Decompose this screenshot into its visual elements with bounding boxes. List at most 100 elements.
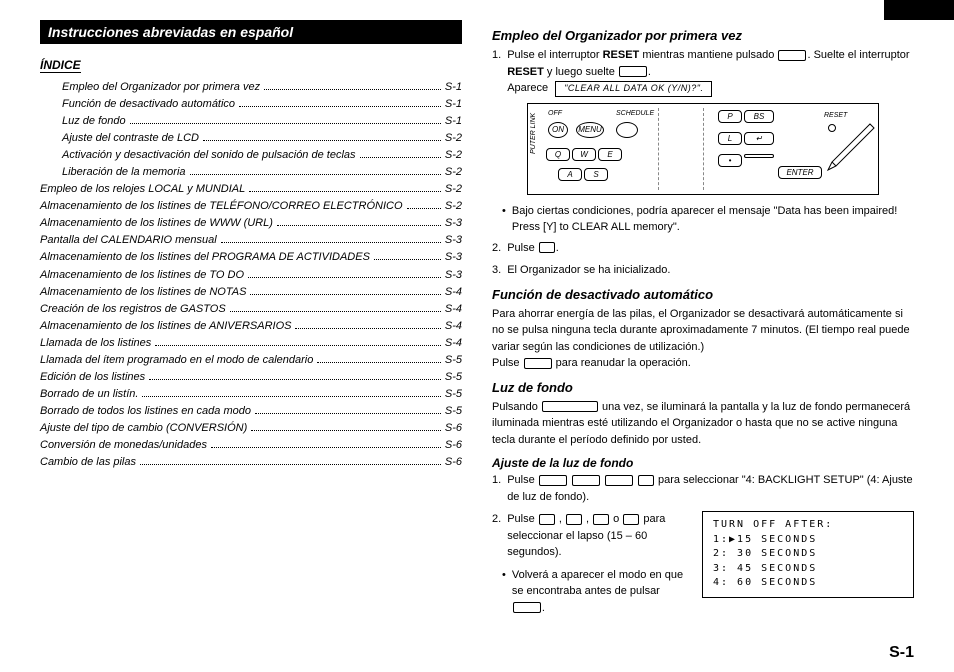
- key-icon: [539, 514, 555, 525]
- step-number: 1.: [492, 47, 501, 97]
- toc-page: S-4: [445, 284, 462, 301]
- toc-dots: [230, 302, 441, 312]
- toc-row: Función de desactivado automático S-1: [40, 96, 462, 113]
- a-key: A: [558, 168, 582, 181]
- text: . Suelte el interruptor: [807, 49, 909, 61]
- toc-page: S-5: [445, 369, 462, 386]
- toc-label: Almacenamiento de los listines de WWW (U…: [40, 215, 273, 232]
- toc-label: Borrado de todos los listines en cada mo…: [40, 403, 251, 420]
- section2-heading: Función de desactivado automático: [492, 287, 914, 302]
- step-body: El Organizador se ha inicializado.: [507, 262, 914, 279]
- toc-dots: [203, 131, 441, 141]
- device-diagram: OFF ON MENU SCHEDULE Q W E A S PUTER LIN…: [527, 103, 879, 195]
- toc-page: S-2: [445, 147, 462, 164]
- text: Pulse: [507, 242, 538, 254]
- key-icon: [566, 514, 582, 525]
- adjust-block: 1. Pulse para seleccionar "4: BACKLIGHT …: [492, 472, 914, 620]
- toc-page: S-2: [445, 130, 462, 147]
- screen-line: 2: 30 SECONDS: [713, 547, 903, 562]
- toc-row: Edición de los listinesS-5: [40, 369, 462, 386]
- step-body: Pulse para seleccionar "4: BACKLIGHT SET…: [507, 472, 914, 505]
- toc-label: Empleo de los relojes LOCAL y MUNDIAL: [40, 181, 245, 198]
- toc-dots: [149, 370, 441, 380]
- toc-row: Luz de fondo S-1: [40, 113, 462, 130]
- banner-title: Instrucciones abreviadas en español: [40, 20, 462, 44]
- text: mientras mantiene pulsado: [639, 49, 777, 61]
- toc-row: Almacenamiento de los listines del PROGR…: [40, 249, 462, 266]
- toc-dots: [239, 97, 441, 107]
- section3-heading: Luz de fondo: [492, 380, 914, 395]
- toc-label: Luz de fondo: [62, 113, 126, 130]
- step-body: Pulse el interruptor RESET mientras mant…: [507, 47, 914, 97]
- toc-page: S-6: [445, 420, 462, 437]
- text: Volverá a aparecer el modo en que se enc…: [512, 567, 692, 617]
- corner-block: [884, 0, 954, 20]
- toc-page: S-1: [445, 96, 462, 113]
- toc-page: S-4: [445, 318, 462, 335]
- toc-page: S-1: [445, 113, 462, 130]
- subheading: Ajuste de la luz de fondo: [492, 456, 914, 470]
- right-column: Empleo del Organizador por primera vez 1…: [492, 20, 914, 620]
- toc-row: Llamada de los listinesS-4: [40, 335, 462, 352]
- on-key: ON: [548, 122, 568, 138]
- toc-row: Empleo del Organizador por primera vezS-…: [40, 79, 462, 96]
- reset-label: RESET: [507, 66, 544, 78]
- step-number: 1.: [492, 472, 501, 505]
- toc-row: Almacenamiento de los listines de WWW (U…: [40, 215, 462, 232]
- toc-page: S-6: [445, 454, 462, 471]
- toc-row: Ajuste del tipo de cambio (CONVERSIÓN)S-…: [40, 420, 462, 437]
- text: Pulse: [492, 357, 523, 369]
- toc-row: Conversión de monedas/unidadesS-6: [40, 437, 462, 454]
- key-icon: [513, 602, 541, 613]
- toc-page: S-2: [445, 198, 462, 215]
- toc-page: S-4: [445, 301, 462, 318]
- step-number: 2.: [492, 511, 501, 561]
- toc-page: S-3: [445, 249, 462, 266]
- toc-label: Llamada del ítem programado en el modo d…: [40, 352, 313, 369]
- text: Pulse: [507, 513, 538, 525]
- e-key: E: [598, 148, 622, 161]
- key-icon: [605, 475, 633, 486]
- key-icon: [619, 66, 647, 77]
- step-number: 3.: [492, 262, 501, 279]
- toc-dots: [248, 268, 441, 278]
- toc-page: S-2: [445, 164, 462, 181]
- toc-dots: [140, 455, 441, 465]
- toc-label: Liberación de la memoria: [62, 164, 186, 181]
- key-icon: [623, 514, 639, 525]
- toc-row: Llamada del ítem programado en el modo d…: [40, 352, 462, 369]
- key-icon: [524, 358, 552, 369]
- toc-dots: [190, 165, 441, 175]
- toc-dots: [251, 421, 441, 431]
- step-2: 2. Pulse .: [492, 240, 914, 257]
- toc-label: Función de desactivado automático: [62, 96, 235, 113]
- step-number: 2.: [492, 240, 501, 257]
- key-icon: [572, 475, 600, 486]
- toc-row: Almacenamiento de los listines de ANIVER…: [40, 318, 462, 335]
- step-body: Pulse , , o para seleccionar el lapso (1…: [507, 511, 692, 561]
- enter-key: ENTER: [778, 166, 822, 179]
- menu-key: MENU: [576, 122, 604, 138]
- screen-line: TURN OFF AFTER:: [713, 518, 903, 533]
- toc-row: Borrado de un listín.S-5: [40, 386, 462, 403]
- lcd-screen: TURN OFF AFTER: 1:▶15 SECONDS 2: 30 SECO…: [702, 511, 914, 598]
- page: Instrucciones abreviadas en español ÍNDI…: [0, 0, 954, 630]
- toc-label: Almacenamiento de los listines del PROGR…: [40, 249, 370, 266]
- toc-dots: [374, 251, 441, 261]
- note-bullet: Bajo ciertas condiciones, podría aparece…: [502, 203, 914, 236]
- page-number: S-1: [889, 644, 914, 662]
- toc-dots: [360, 148, 441, 158]
- toc-page: S-5: [445, 403, 462, 420]
- bs-key: BS: [744, 110, 774, 123]
- adj-step-1: 1. Pulse para seleccionar "4: BACKLIGHT …: [492, 472, 914, 505]
- text: Volverá a aparecer el modo en que se enc…: [512, 569, 683, 598]
- toc-dots: [264, 80, 441, 90]
- left-column: Instrucciones abreviadas en español ÍNDI…: [40, 20, 462, 620]
- key-icon: [539, 475, 567, 486]
- toc-dots: [211, 438, 441, 448]
- p-key: P: [718, 110, 742, 123]
- toc-row: Pantalla del CALENDARIO mensualS-3: [40, 232, 462, 249]
- w-key: W: [572, 148, 596, 161]
- index-heading: ÍNDICE: [40, 58, 81, 73]
- toc-row: Creación de los registros de GASTOSS-4: [40, 301, 462, 318]
